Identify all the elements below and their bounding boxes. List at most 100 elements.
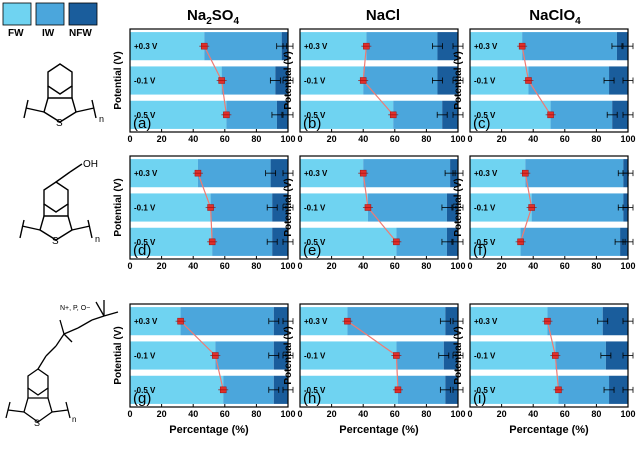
- bar-fw: [300, 159, 364, 188]
- legend-swatch-nfw: [68, 2, 98, 26]
- bar-fw: [470, 159, 526, 188]
- panel-label: (c): [473, 115, 491, 132]
- panel-label: (e): [303, 242, 321, 259]
- category-label: -0.5 V: [134, 386, 156, 395]
- bar-iw: [223, 375, 274, 404]
- x-tick-label: 20: [497, 134, 507, 144]
- bar-nfw: [273, 341, 288, 370]
- x-tick-label: 60: [390, 134, 400, 144]
- bar-fw: [130, 193, 211, 222]
- x-tick-label: 80: [591, 409, 601, 419]
- bar-iw: [528, 66, 610, 95]
- bar-nfw: [272, 193, 288, 222]
- x-tick-label: 0: [297, 261, 302, 271]
- x-tick-label: 100: [280, 134, 295, 144]
- bar-fw: [470, 193, 532, 222]
- bar-nfw: [273, 375, 288, 404]
- bar-nfw: [612, 100, 628, 129]
- bar-iw: [204, 32, 282, 61]
- x-tick-label: 80: [421, 134, 431, 144]
- bar-nfw: [442, 100, 458, 129]
- sulfur-label: S: [56, 118, 63, 129]
- subscript-n: n: [95, 234, 100, 244]
- category-label: +0.3 V: [474, 169, 498, 178]
- legend-label-fw: FW: [8, 28, 24, 39]
- category-label: +0.3 V: [134, 317, 158, 326]
- x-tick-label: 40: [188, 134, 198, 144]
- bar-fw: [130, 100, 227, 129]
- legend: FW IW NFW: [2, 2, 98, 39]
- x-tick-label: 40: [188, 261, 198, 271]
- y-axis-label: Potential (V): [283, 178, 294, 236]
- category-label: -0.1 V: [474, 352, 496, 361]
- x-tick-label: 20: [157, 261, 167, 271]
- x-tick-label: 0: [127, 261, 132, 271]
- y-axis-label: Potential (V): [113, 326, 124, 384]
- x-tick-label: 60: [560, 134, 570, 144]
- column-headers: Na2SO4 NaCl NaClO4: [187, 7, 581, 27]
- panel-label: (f): [473, 242, 487, 259]
- bar-nfw: [605, 341, 628, 370]
- x-tick-label: 60: [220, 261, 230, 271]
- x-tick-label: 20: [327, 409, 337, 419]
- y-axis-label: Potential (V): [283, 51, 294, 109]
- x-tick-label: 20: [327, 134, 337, 144]
- panel-a: +0.3 V -0.1 V -0.5 V 0 20 40 60 80 100 (a) Potenti…: [113, 28, 296, 144]
- structure-pedot-pc: S n N+, P, O−: [5, 300, 119, 428]
- panel-f: +0.3 V -0.1 V -0.5 V 0 20 40 60 80 100 (f) Potenti…: [453, 155, 636, 271]
- category-label: +0.3 V: [304, 169, 328, 178]
- x-tick-label: 100: [620, 261, 635, 271]
- category-label: +0.3 V: [134, 169, 158, 178]
- bar-fw: [130, 159, 198, 188]
- x-tick-label: 0: [467, 409, 472, 419]
- plot-frame: [299, 155, 459, 260]
- panels: +0.3 V -0.1 V -0.5 V 0 20 40 60 80 100 (a) Potenti…: [113, 28, 636, 436]
- bar-fw: [470, 341, 556, 370]
- column-header-naclo4: NaClO4: [529, 7, 581, 27]
- bar-nfw: [272, 227, 288, 256]
- category-label: -0.5 V: [474, 386, 496, 395]
- bar-fw: [300, 307, 348, 336]
- panel-c: +0.3 V -0.1 V -0.5 V 0 20 40 60 80 100 (c) Potenti…: [453, 28, 636, 144]
- plot-frame: [299, 28, 459, 133]
- bar-fw: [470, 227, 521, 256]
- x-tick-label: 20: [497, 409, 507, 419]
- bar-nfw: [445, 307, 458, 336]
- bar-iw: [558, 375, 610, 404]
- panel-label: (g): [133, 390, 151, 407]
- panel-label: (b): [303, 115, 321, 132]
- x-tick-label: 80: [251, 134, 261, 144]
- column-header-nacl: NaCl: [366, 7, 400, 24]
- y-axis-label: Potential (V): [113, 178, 124, 236]
- bar-iw: [212, 227, 273, 256]
- bar-iw: [550, 100, 613, 129]
- panel-d: +0.3 V -0.1 V -0.5 V 0 20 40 60 80 100 (d) Potenti…: [113, 155, 296, 271]
- bar-fw: [300, 341, 397, 370]
- bar-iw: [396, 227, 447, 256]
- bar-iw: [363, 159, 451, 188]
- category-label: -0.1 V: [304, 77, 326, 86]
- category-label: -0.1 V: [304, 204, 326, 213]
- structure-pedot-oh: OH S n: [19, 159, 100, 247]
- bar-iw: [525, 159, 624, 188]
- panel-h: +0.3 V -0.1 V -0.5 V 0 20 40 60 80 100 (h) Potenti…: [283, 303, 466, 436]
- panel-label: (i): [473, 390, 486, 407]
- category-label: +0.3 V: [474, 42, 498, 51]
- column-header-na2so4: Na2SO4: [187, 7, 239, 27]
- x-tick-label: 60: [390, 409, 400, 419]
- bar-fw: [130, 66, 222, 95]
- x-tick-label: 80: [421, 261, 431, 271]
- bar-iw: [520, 227, 621, 256]
- x-tick-label: 100: [450, 261, 465, 271]
- x-tick-label: 20: [157, 409, 167, 419]
- bar-iw: [210, 193, 273, 222]
- hydroxyl-label: OH: [83, 159, 98, 170]
- x-tick-label: 0: [297, 134, 302, 144]
- bar-iw: [180, 307, 274, 336]
- bar-iw: [347, 307, 446, 336]
- bar-fw: [130, 341, 216, 370]
- category-label: +0.3 V: [304, 317, 328, 326]
- bar-iw: [221, 66, 276, 95]
- category-label: -0.5 V: [304, 238, 326, 247]
- category-label: +0.3 V: [304, 42, 328, 51]
